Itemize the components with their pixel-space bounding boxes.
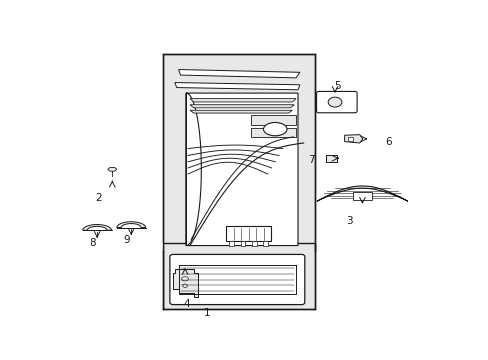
FancyBboxPatch shape xyxy=(263,242,267,246)
FancyBboxPatch shape xyxy=(347,137,352,141)
FancyBboxPatch shape xyxy=(163,243,314,309)
Text: 3: 3 xyxy=(345,216,352,226)
Text: 6: 6 xyxy=(385,136,391,147)
FancyBboxPatch shape xyxy=(252,242,256,246)
Text: 5: 5 xyxy=(334,81,341,91)
Polygon shape xyxy=(250,128,296,138)
Polygon shape xyxy=(250,115,296,125)
Polygon shape xyxy=(316,186,407,201)
FancyBboxPatch shape xyxy=(353,192,371,199)
Text: 1: 1 xyxy=(203,308,210,318)
Ellipse shape xyxy=(183,284,187,287)
Ellipse shape xyxy=(327,97,341,107)
FancyBboxPatch shape xyxy=(225,226,271,242)
Polygon shape xyxy=(173,269,197,297)
Polygon shape xyxy=(178,69,299,78)
Ellipse shape xyxy=(181,277,188,281)
FancyBboxPatch shape xyxy=(240,242,245,246)
FancyBboxPatch shape xyxy=(61,243,163,320)
Text: 9: 9 xyxy=(123,235,129,245)
Polygon shape xyxy=(344,135,362,143)
Text: 8: 8 xyxy=(89,238,95,248)
FancyBboxPatch shape xyxy=(169,255,304,305)
Polygon shape xyxy=(175,82,299,90)
Polygon shape xyxy=(189,110,292,113)
FancyBboxPatch shape xyxy=(229,242,233,246)
Text: 2: 2 xyxy=(96,193,102,203)
Text: 4: 4 xyxy=(183,299,190,309)
FancyBboxPatch shape xyxy=(316,91,356,113)
Polygon shape xyxy=(117,222,145,228)
Text: 7: 7 xyxy=(307,155,314,165)
Polygon shape xyxy=(82,225,111,230)
Ellipse shape xyxy=(263,122,286,136)
Polygon shape xyxy=(107,167,117,171)
FancyBboxPatch shape xyxy=(325,155,336,162)
FancyBboxPatch shape xyxy=(163,54,314,251)
Polygon shape xyxy=(189,99,296,102)
Polygon shape xyxy=(189,105,294,108)
Polygon shape xyxy=(186,93,297,246)
